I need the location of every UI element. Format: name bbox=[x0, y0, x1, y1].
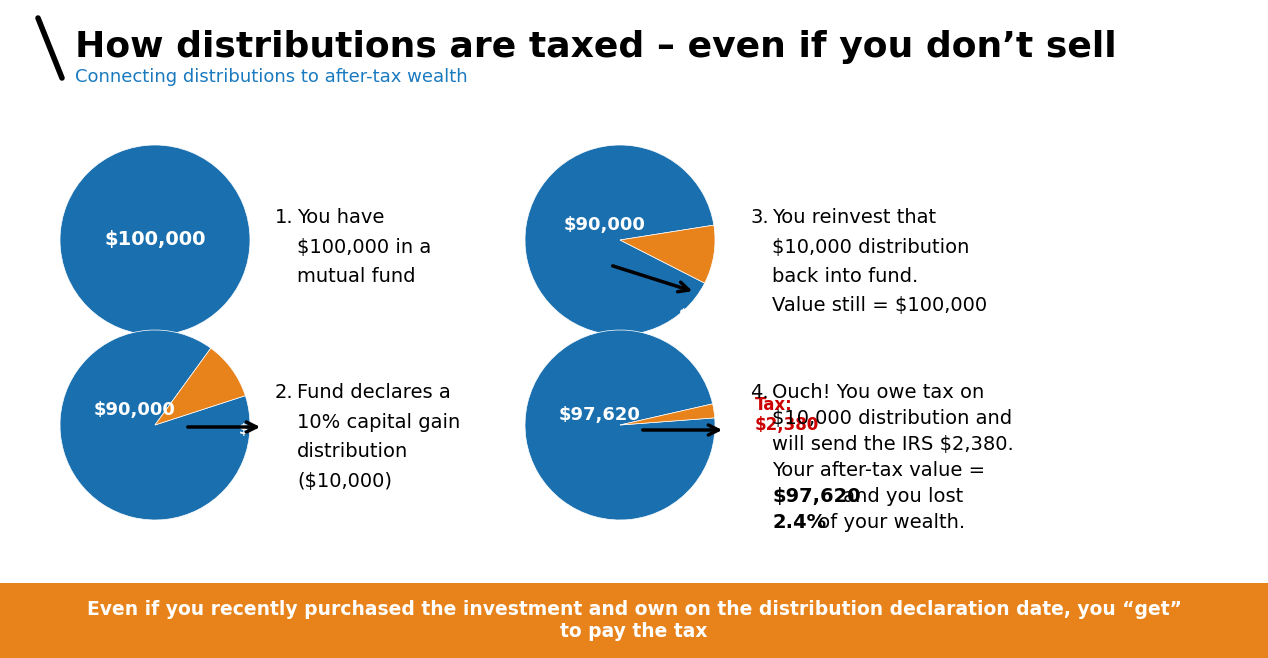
Wedge shape bbox=[525, 145, 714, 335]
Text: $100,000: $100,000 bbox=[104, 230, 205, 249]
Text: 2.4%: 2.4% bbox=[772, 513, 827, 532]
Text: will send the IRS $2,380.: will send the IRS $2,380. bbox=[772, 435, 1013, 454]
Bar bbox=[0, 583, 1268, 658]
Text: of your wealth.: of your wealth. bbox=[812, 513, 965, 532]
Text: 2.: 2. bbox=[275, 383, 294, 402]
Wedge shape bbox=[620, 225, 715, 283]
Text: Even if you recently purchased the investment and own on the distribution declar: Even if you recently purchased the inves… bbox=[86, 600, 1182, 641]
Text: Connecting distributions to after-tax wealth: Connecting distributions to after-tax we… bbox=[75, 68, 468, 86]
Wedge shape bbox=[60, 330, 250, 520]
Text: You have
$100,000 in a
mutual fund: You have $100,000 in a mutual fund bbox=[297, 208, 431, 286]
Text: $10,000 distribution and: $10,000 distribution and bbox=[772, 409, 1012, 428]
Text: $97,620: $97,620 bbox=[559, 406, 640, 424]
Text: Tax:
$2,380: Tax: $2,380 bbox=[754, 395, 819, 434]
Wedge shape bbox=[620, 404, 715, 425]
Text: and you lost: and you lost bbox=[837, 487, 964, 506]
Text: You reinvest that
$10,000 distribution
back into fund.
Value still = $100,000: You reinvest that $10,000 distribution b… bbox=[772, 208, 987, 315]
Text: $10,000: $10,000 bbox=[678, 308, 742, 322]
Text: 3.: 3. bbox=[749, 208, 768, 227]
Wedge shape bbox=[60, 145, 250, 335]
Text: 4.: 4. bbox=[749, 383, 768, 402]
Text: Your after-tax value =: Your after-tax value = bbox=[772, 461, 985, 480]
Text: 1.: 1. bbox=[275, 208, 294, 227]
Text: Ouch! You owe tax on: Ouch! You owe tax on bbox=[772, 383, 984, 402]
Text: $90,000: $90,000 bbox=[94, 401, 176, 419]
Wedge shape bbox=[155, 348, 245, 425]
Text: How distributions are taxed – even if you don’t sell: How distributions are taxed – even if yo… bbox=[75, 30, 1117, 64]
Wedge shape bbox=[525, 330, 715, 520]
Text: $10,000: $10,000 bbox=[238, 423, 302, 437]
Text: $97,620: $97,620 bbox=[772, 487, 861, 506]
Text: $90,000: $90,000 bbox=[564, 216, 645, 234]
Text: Fund declares a
10% capital gain
distribution
($10,000): Fund declares a 10% capital gain distrib… bbox=[297, 383, 460, 490]
